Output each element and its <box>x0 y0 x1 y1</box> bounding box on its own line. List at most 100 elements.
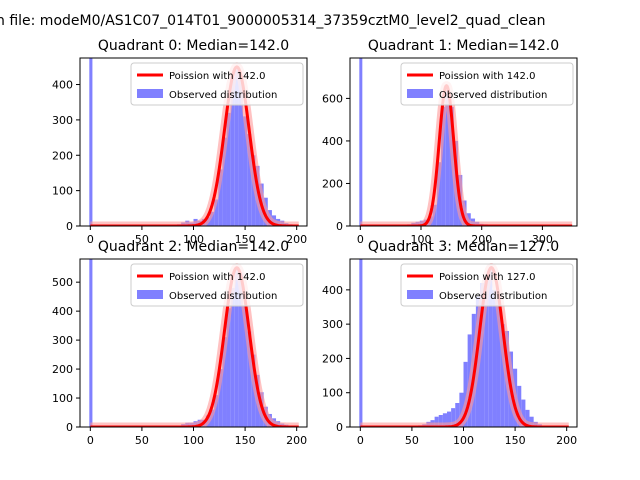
histogram-bar <box>455 403 460 427</box>
histogram-bar <box>222 137 227 226</box>
y-tick-label: 300 <box>52 114 73 127</box>
histogram-bar <box>234 66 239 226</box>
legend-observed-label: Observed distribution <box>439 291 547 302</box>
histogram-bar <box>243 116 248 226</box>
histogram-bar <box>445 89 450 226</box>
histogram-bar <box>492 289 497 427</box>
histogram-bar <box>243 305 248 427</box>
y-tick-label: 500 <box>52 276 73 289</box>
histogram-bar <box>434 416 439 427</box>
y-tick-label: 200 <box>52 149 73 162</box>
histogram-bar <box>484 279 489 427</box>
legend-observed-label: Observed distribution <box>169 90 277 101</box>
panel-quadrant-1: Quadrant 1: Median=142.0 0 100 200 300 0 200 40… <box>322 38 578 246</box>
legend-fit-label: Poission with 142.0 <box>169 272 265 283</box>
histogram-bar <box>214 395 219 427</box>
histogram-bar <box>496 300 501 427</box>
histogram-bar <box>210 211 215 226</box>
histogram-bar <box>251 155 256 226</box>
legend-observed-label: Observed distribution <box>439 90 547 101</box>
histogram-bar <box>218 369 223 427</box>
histogram-bar <box>441 106 446 226</box>
y-tick-label: 0 <box>66 220 73 233</box>
panel-title: Quadrant 1: Median=142.0 <box>368 38 559 54</box>
histogram-bar <box>436 162 442 226</box>
panel-title: Quadrant 3: Median=127.0 <box>368 239 559 255</box>
histogram-bar <box>230 77 235 226</box>
x-tick-label: 200 <box>471 233 492 246</box>
legend-observed-swatch <box>407 290 433 299</box>
histogram-bar <box>238 273 244 427</box>
y-tick-label: 400 <box>52 79 73 92</box>
histogram-bar <box>451 408 456 427</box>
legend-box <box>130 62 304 106</box>
figure-suptitle: n file: modeM0/AS1C07_014T01_9000005314_… <box>0 13 545 29</box>
zero-spike-bar <box>89 58 93 226</box>
x-tick-label: 150 <box>505 434 526 447</box>
y-tick-label: 0 <box>66 421 73 434</box>
axes-frame <box>349 57 578 227</box>
y-tick-label: 0 <box>336 421 343 434</box>
histogram-bar <box>214 199 219 226</box>
histogram-bar <box>238 77 244 226</box>
histogram-bar <box>442 413 447 427</box>
histogram-bar <box>218 169 223 226</box>
x-tick-label: 100 <box>183 233 204 246</box>
plot-area <box>356 58 577 226</box>
histogram-bar <box>525 409 530 427</box>
x-tick-label: 100 <box>183 434 204 447</box>
legend-box <box>400 62 574 106</box>
legend-fit-label: Poission with 142.0 <box>169 71 265 82</box>
y-tick-label: 400 <box>322 284 343 297</box>
fit-curve-line <box>359 84 574 226</box>
panel-quadrant-0: Quadrant 0: Median=142.0 0 50 100 150 200 0 100… <box>52 38 308 246</box>
histogram-bar <box>463 361 468 427</box>
zero-spike-bar <box>89 259 93 427</box>
panel-title: Quadrant 2: Median=142.0 <box>98 239 289 255</box>
legend-fit-label: Poission with 142.0 <box>439 71 535 82</box>
histogram-bar <box>438 415 443 427</box>
panel-quadrant-2: Quadrant 2: Median=142.0 0 50 100 150 200 0 100… <box>52 239 308 447</box>
histogram-bar <box>251 354 256 427</box>
legend-box <box>130 263 304 307</box>
x-tick-label: 100 <box>453 434 474 447</box>
histogram-bar <box>230 287 235 427</box>
histogram-bar <box>529 416 534 427</box>
x-tick-label: 200 <box>556 434 577 447</box>
histogram-bar <box>234 267 239 427</box>
x-tick-label: 150 <box>235 434 256 447</box>
y-tick-label: 300 <box>52 334 73 347</box>
histogram-bar <box>459 392 464 427</box>
histogram-bar <box>222 337 227 427</box>
y-tick-label: 100 <box>322 387 343 400</box>
y-tick-label: 400 <box>322 135 343 148</box>
legend-observed-swatch <box>137 89 163 98</box>
panel-quadrant-3: Quadrant 3: Median=127.0 0 50 100 150 200 0 100… <box>322 239 578 447</box>
legend-fit-label: Poission with 127.0 <box>439 272 535 283</box>
x-tick-label: 150 <box>235 233 256 246</box>
legend-box <box>400 263 574 307</box>
zero-spike-bar <box>359 58 363 226</box>
y-tick-label: 200 <box>322 352 343 365</box>
histogram-bar <box>521 399 526 427</box>
x-tick-label: 0 <box>357 434 364 447</box>
legend-observed-swatch <box>407 89 433 98</box>
y-tick-label: 0 <box>336 220 343 233</box>
y-tick-label: 200 <box>322 177 343 190</box>
histogram-bar <box>247 134 252 226</box>
histogram-bar <box>446 411 452 427</box>
histogram-bar <box>480 283 485 427</box>
x-tick-label: 300 <box>532 233 553 246</box>
y-tick-label: 600 <box>322 92 343 105</box>
x-tick-label: 200 <box>286 233 307 246</box>
y-tick-label: 300 <box>322 318 343 331</box>
x-tick-label: 0 <box>87 434 94 447</box>
x-tick-label: 50 <box>135 434 149 447</box>
zero-spike-bar <box>359 259 363 427</box>
histogram-bar <box>226 308 231 427</box>
x-tick-label: 50 <box>405 434 419 447</box>
y-tick-label: 100 <box>52 185 73 198</box>
panel-title: Quadrant 0: Median=142.0 <box>98 38 289 54</box>
x-tick-label: 0 <box>357 233 364 246</box>
